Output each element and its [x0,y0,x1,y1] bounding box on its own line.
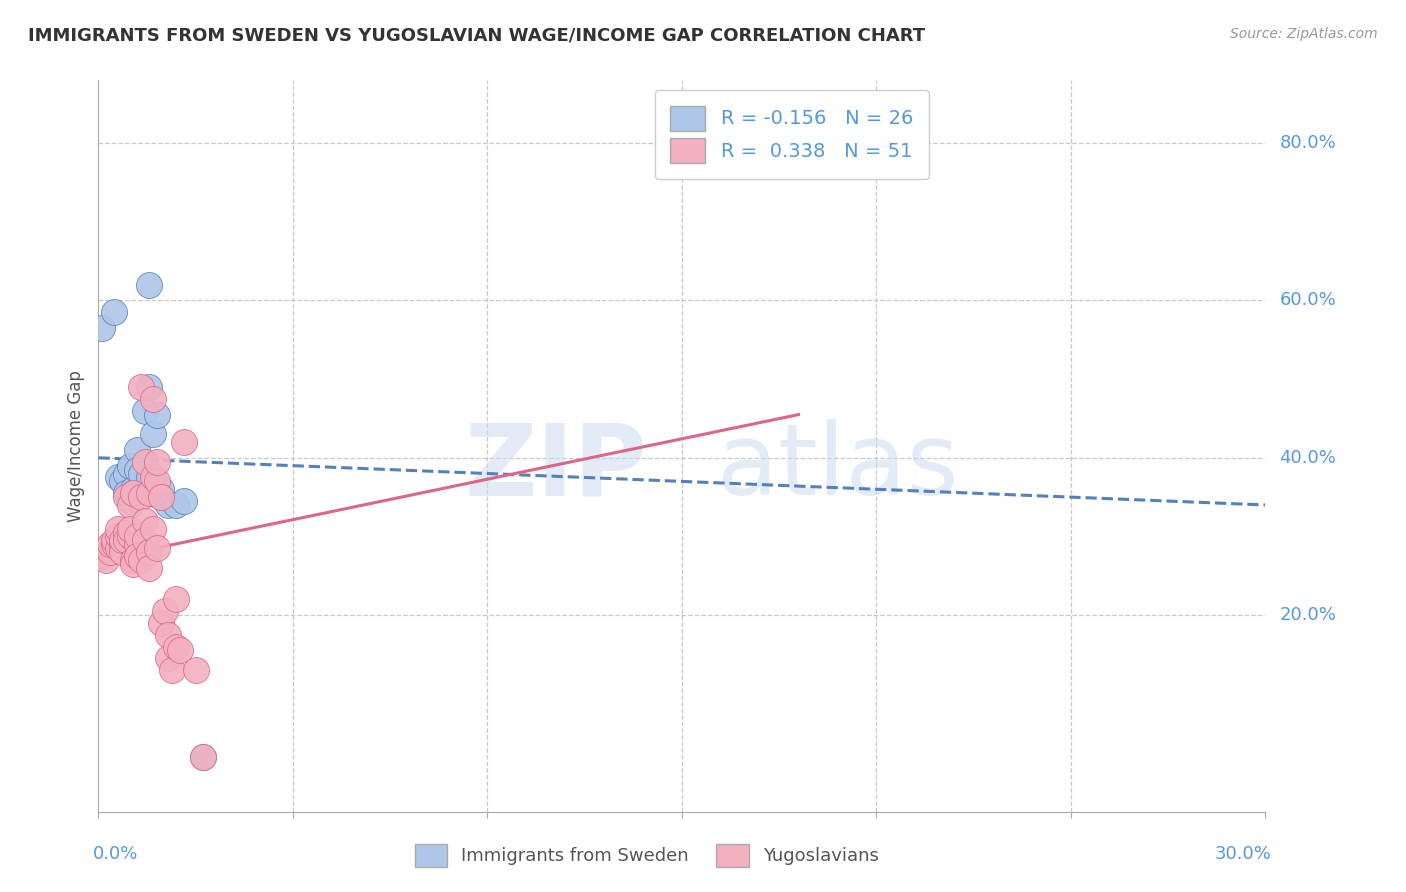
Point [127,549,149,563]
Point [103,533,125,548]
Point [142,486,165,500]
Point [103,537,125,551]
Point [103,305,125,319]
Point [127,529,149,543]
Point [138,380,160,394]
Point [96,553,118,567]
Point [193,749,215,764]
Point [134,455,156,469]
Point [129,467,152,481]
Text: ZIP: ZIP [464,419,647,516]
Point [165,592,187,607]
Point [122,557,145,571]
Point [127,537,149,551]
Point [146,475,169,489]
Point [146,541,169,556]
Point [134,514,156,528]
Point [165,498,187,512]
Point [184,663,207,677]
Point [173,494,195,508]
Point [146,408,169,422]
Point [146,455,169,469]
Point [118,498,141,512]
Point [114,525,136,540]
Point [122,486,145,500]
Text: 20.0%: 20.0% [1279,606,1336,624]
Point [157,651,180,665]
Point [118,458,141,473]
Point [111,545,134,559]
Point [114,490,136,504]
Text: Source: ZipAtlas.com: Source: ZipAtlas.com [1230,27,1378,41]
Point [134,533,156,548]
Legend: R = -0.156   N = 26, R =  0.338   N = 51: R = -0.156 N = 26, R = 0.338 N = 51 [655,90,929,179]
Text: 0.0%: 0.0% [93,845,138,863]
Point [138,561,160,575]
Point [173,435,195,450]
Point [129,490,152,504]
Point [107,470,129,484]
Legend: Immigrants from Sweden, Yugoslavians: Immigrants from Sweden, Yugoslavians [408,837,886,874]
Point [127,442,149,457]
Text: atlas: atlas [717,419,959,516]
Point [118,494,141,508]
Point [138,470,160,484]
Point [107,522,129,536]
Point [111,475,134,489]
Point [157,628,180,642]
Text: 30.0%: 30.0% [1215,845,1271,863]
Point [107,529,129,543]
Point [91,549,114,563]
Point [162,663,184,677]
Point [114,467,136,481]
Point [138,486,160,500]
Point [122,486,145,500]
Point [149,482,172,496]
Point [142,470,165,484]
Point [169,643,191,657]
Point [157,498,180,512]
Point [114,533,136,548]
Point [142,427,165,442]
Point [129,553,152,567]
Point [98,545,121,559]
Point [129,380,152,394]
Point [142,392,165,406]
Point [134,403,156,417]
Point [165,640,187,654]
Point [111,533,134,548]
Point [138,545,160,559]
Text: IMMIGRANTS FROM SWEDEN VS YUGOSLAVIAN WAGE/INCOME GAP CORRELATION CHART: IMMIGRANTS FROM SWEDEN VS YUGOSLAVIAN WA… [28,27,925,45]
Point [149,490,172,504]
Text: 80.0%: 80.0% [1279,134,1336,153]
Point [127,462,149,476]
Point [193,749,215,764]
Text: 40.0%: 40.0% [1279,449,1336,467]
Point [153,604,176,618]
Point [118,529,141,543]
Point [91,321,114,335]
Text: 60.0%: 60.0% [1279,292,1336,310]
Point [122,553,145,567]
Point [107,541,129,556]
Point [98,537,121,551]
Point [118,522,141,536]
Point [114,486,136,500]
Point [142,522,165,536]
Point [138,277,160,292]
Y-axis label: Wage/Income Gap: Wage/Income Gap [66,370,84,522]
Point [149,490,172,504]
Point [149,615,172,630]
Point [122,482,145,496]
Point [111,537,134,551]
